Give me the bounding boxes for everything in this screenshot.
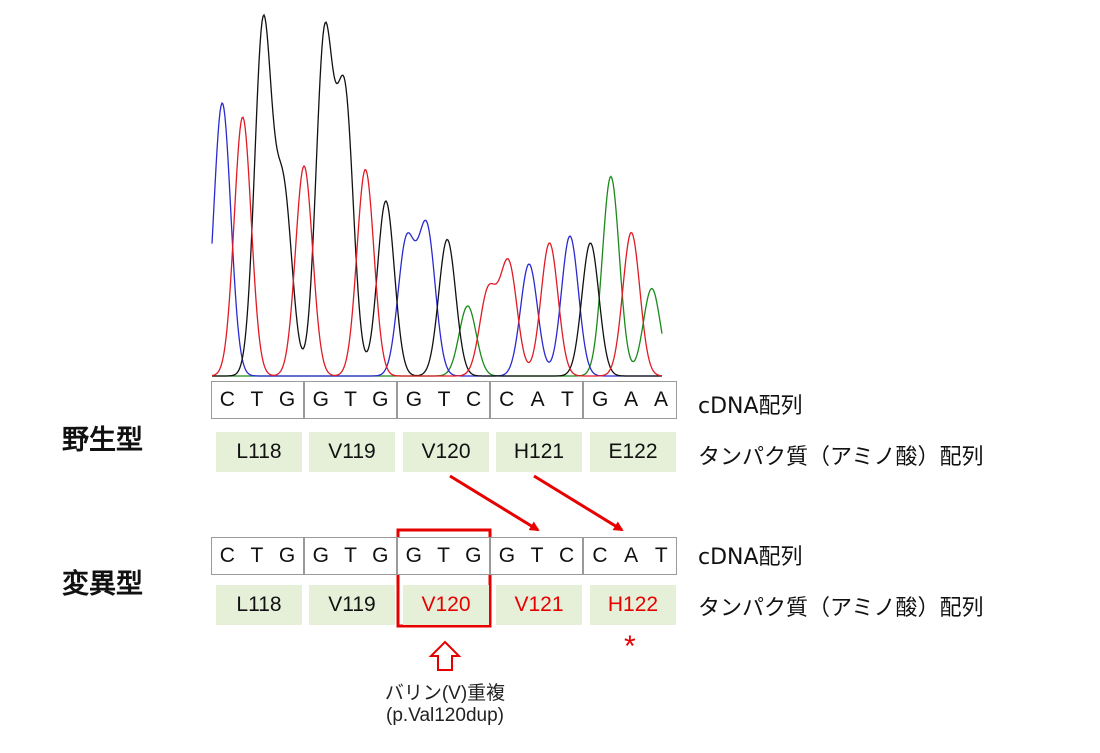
wild-cdna-label: cDNA配列 (698, 394, 803, 419)
nucleotide: C (499, 388, 515, 411)
wild-type-label: 野生型 (62, 425, 143, 456)
amino-acid-box: L118 (216, 585, 302, 625)
nucleotide: T (344, 544, 357, 567)
shift-arrow-1 (449, 474, 540, 532)
nucleotide: T (250, 388, 264, 411)
nucleotide: G (372, 544, 389, 567)
nucleotide: G (591, 388, 609, 411)
nucleotide: G (498, 544, 516, 567)
nucleotide: G (405, 388, 423, 411)
nucleotide: G (405, 544, 422, 567)
amino-acid-box: H121 (496, 432, 582, 472)
mutant-protein-label: タンパク質（アミノ酸）配列 (698, 596, 984, 621)
nucleotide: C (559, 544, 575, 567)
duplication-highlight-box (396, 528, 492, 628)
amino-acid-box: H122 (590, 585, 676, 625)
mutant-cdna-label: cDNA配列 (698, 545, 803, 570)
nucleotide: G (278, 388, 296, 411)
shift-arrow-2 (533, 474, 624, 532)
nucleotide: C (219, 388, 235, 411)
nucleotide: T (250, 544, 264, 567)
amino-acid-box: V119 (309, 432, 395, 472)
nucleotide: G (312, 544, 329, 567)
nucleotide: G (465, 544, 482, 567)
amino-acid-box: E122 (590, 432, 676, 472)
mutant-label: 変異型 (62, 569, 143, 600)
nucleotide: T (344, 388, 357, 411)
hgvs-note: (p.Val120dup) (386, 705, 504, 726)
nucleotide: C (219, 544, 235, 567)
nucleotide: G (312, 388, 329, 411)
nucleotide: A (530, 388, 545, 411)
nucleotide: C (592, 544, 608, 567)
wild-protein-label: タンパク質（アミノ酸）配列 (698, 445, 984, 470)
nucleotide: T (654, 544, 668, 567)
stop-asterisk: * (624, 630, 636, 663)
nucleotide: T (530, 544, 544, 567)
nucleotide: C (466, 388, 482, 411)
nucleotide: G (278, 544, 296, 567)
amino-acid-box: L118 (216, 432, 302, 472)
trace-G (212, 13, 662, 377)
nucleotide: G (372, 388, 389, 411)
duplication-note: バリン(V)重複 (384, 683, 506, 704)
amino-acid-box: V120 (403, 585, 489, 625)
nucleotide: T (437, 388, 451, 411)
nucleotide: T (561, 388, 574, 411)
amino-acid-box: V120 (403, 432, 489, 472)
nucleotide: A (624, 544, 639, 567)
up-arrow-icon (428, 640, 462, 671)
nucleotide: T (437, 544, 450, 567)
amino-acid-box: V121 (496, 585, 582, 625)
amino-acid-box: V119 (309, 585, 395, 625)
nucleotide: A (654, 388, 669, 411)
nucleotide: A (624, 388, 639, 411)
trace-T (211, 116, 663, 377)
